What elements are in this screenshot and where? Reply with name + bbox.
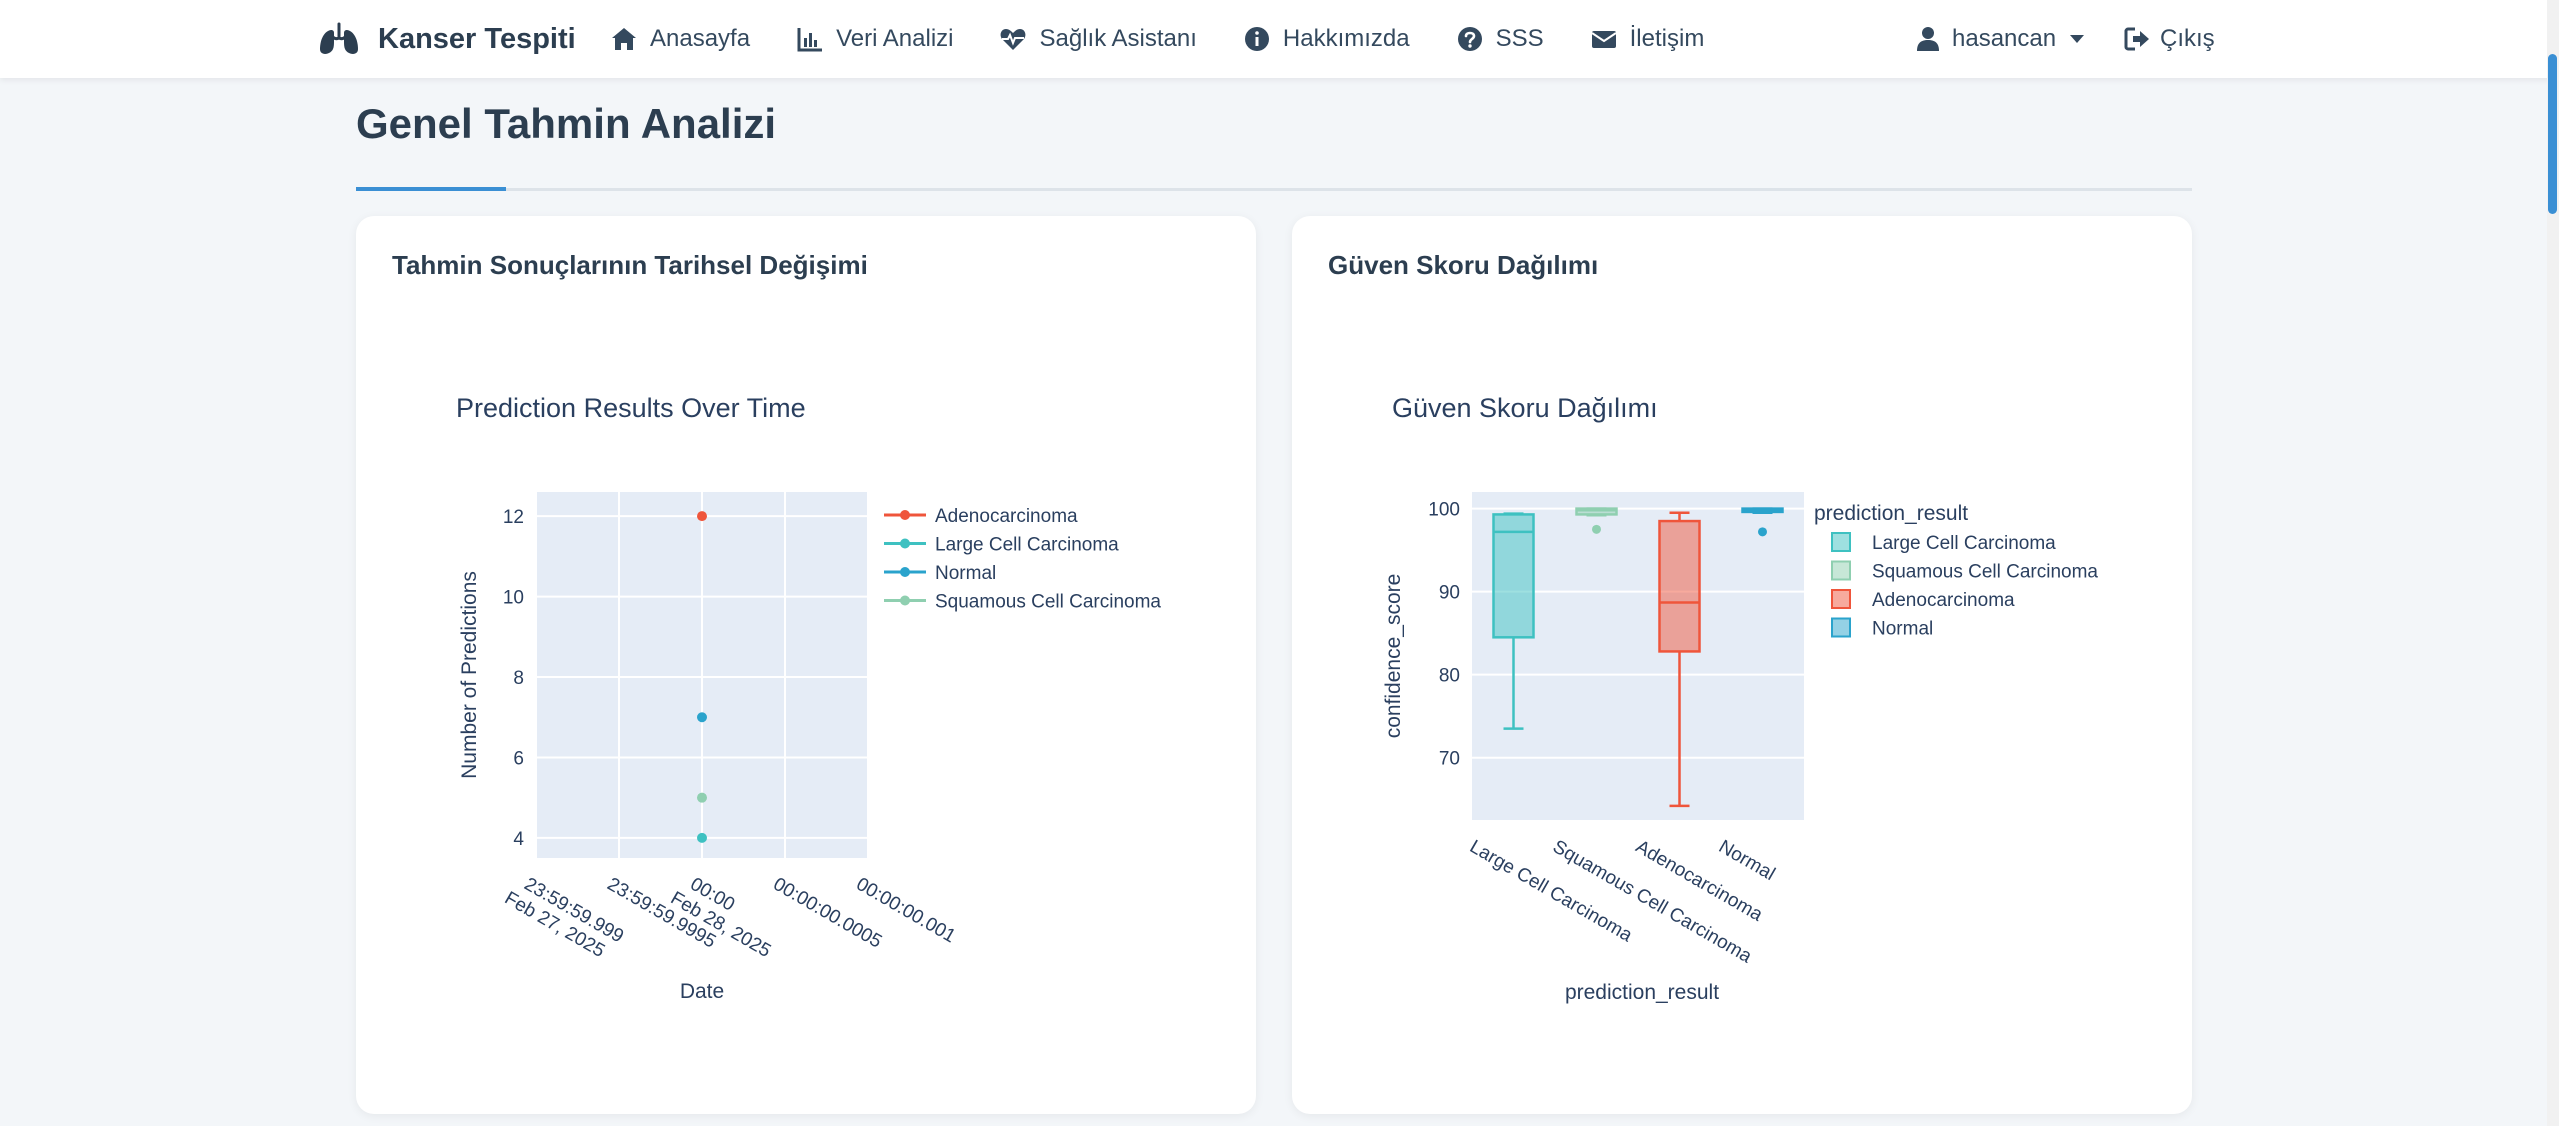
legend-marker [900,567,910,577]
page-title: Genel Tahmin Analizi [356,100,777,147]
caret-down-icon [2070,35,2085,43]
box-body [1658,519,1701,653]
box-body [1492,513,1535,639]
nav-item-sss[interactable]: SSS [1456,25,1544,53]
username: hasancan [1952,25,2057,52]
legend-entry: Squamous Cell Carcinoma [1872,562,2098,583]
title-accent-bar [356,187,506,191]
legend-entry: Squamous Cell Carcinoma [935,592,1161,613]
nav-item-label: SSS [1495,25,1544,52]
nav-menu: Anasayfa Veri Analizi Sağlık Asistanı [610,18,1750,60]
legend-swatch [1831,589,1851,609]
nav-item-label: Sağlık Asistanı [1039,25,1197,52]
user-dropdown[interactable]: hasancan [1916,18,2085,60]
heart-pulse-icon [1001,29,1026,50]
legend-swatch [1831,617,1851,638]
legend-entry: Normal [1872,619,1933,640]
nav-item-hakkimizda[interactable]: Hakkımızda [1243,25,1410,53]
legend-entry: Normal [935,563,996,584]
y-axis-label: confidence_score [1382,574,1405,739]
y-tick-label: 70 [1439,749,1460,770]
y-tick-label: 10 [503,588,524,609]
y-tick-label: 12 [503,507,524,528]
home-icon [612,28,636,50]
card-title: Tahmin Sonuçlarının Tarihsel Değişimi [392,250,868,280]
y-axis-label: Number of Predictions [458,571,481,779]
legend-entry: Large Cell Carcinoma [935,535,1119,556]
nav-item-label: Anasayfa [650,25,751,52]
confidence-score-card: Güven Skoru Dağılımı Güven Skoru Dağılım… [1292,216,2192,1114]
logout-button[interactable]: Çıkış [2124,18,2215,60]
question-icon [1457,27,1482,51]
box-outlier [1758,527,1767,537]
legend-marker [900,510,910,520]
y-tick-label: 8 [513,668,524,689]
title-divider [356,188,2192,191]
prediction-over-time-chart[interactable]: Prediction Results Over Time 468101223:5… [356,216,1256,1114]
nav-item-label: İletişim [1629,25,1705,52]
legend-marker [900,538,910,549]
brand-link[interactable]: Kanser Tespiti [318,18,576,60]
y-tick-label: 100 [1428,500,1460,521]
x-axis-label: prediction_result [1565,981,1719,1004]
envelope-icon [1591,31,1617,48]
y-tick-label: 90 [1439,583,1460,604]
chart-title: Prediction Results Over Time [456,393,806,423]
nav-item-veri-analizi[interactable]: Veri Analizi [796,25,953,53]
y-tick-label: 80 [1439,666,1460,687]
scrollbar-track[interactable] [2547,0,2559,1126]
card-title: Güven Skoru Dağılımı [1328,250,1599,280]
user-icon [1917,27,1939,51]
legend-marker [900,595,910,606]
prediction-history-card: Tahmin Sonuçlarının Tarihsel Değişimi Pr… [356,216,1256,1114]
legend-entry: Large Cell Carcinoma [1872,533,2056,554]
box-outlier [1592,524,1601,534]
legend-entry: Adenocarcinoma [935,506,1078,527]
x-tick-label: Normal [1715,836,1779,885]
nav-item-label: Hakkımızda [1282,25,1410,52]
logout-label: Çıkış [2160,25,2215,52]
scrollbar-thumb[interactable] [2548,54,2557,214]
y-tick-label: 4 [513,829,524,850]
info-icon [1244,27,1269,51]
chart-title: Güven Skoru Dağılımı [1392,393,1658,423]
legend-swatch [1831,560,1851,581]
x-tick-label: 00:00Feb 28, 2025 [667,869,785,962]
data-point [697,511,707,522]
legend-title: prediction_result [1814,502,1968,525]
lungs-icon [320,22,358,54]
nav-item-label: Veri Analizi [836,25,954,52]
nav-item-saglik-asistani[interactable]: Sağlık Asistanı [999,25,1197,53]
y-tick-label: 6 [513,748,524,769]
navbar: Kanser Tespiti Anasayfa Veri Analizi Sağ… [0,0,2559,78]
legend-swatch [1831,532,1851,552]
data-point [697,792,707,803]
data-point [697,712,707,723]
legend-entry: Adenocarcinoma [1872,590,2015,611]
data-point [697,832,707,843]
nav-item-iletisim[interactable]: İletişim [1590,25,1705,53]
x-axis-label: Date [680,980,724,1003]
confidence-box-chart[interactable]: Güven Skoru Dağılımı 70 80 90 100 Large Cell… [1292,216,2192,1114]
brand-text: Kanser Tespiti [378,22,576,55]
chart-icon [797,28,823,52]
sign-out-icon [2124,27,2149,51]
nav-item-anasayfa[interactable]: Anasayfa [610,25,750,53]
